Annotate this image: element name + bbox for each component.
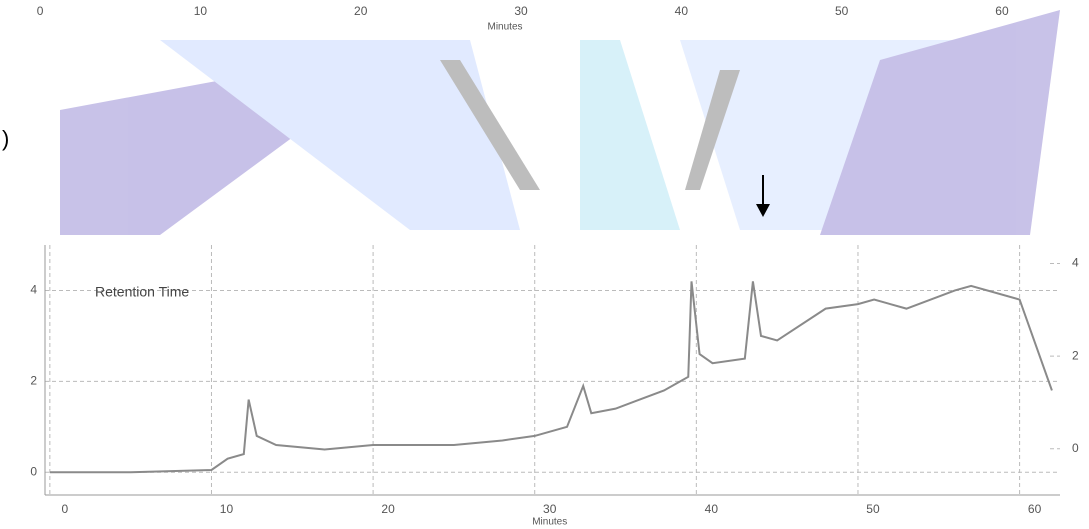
- y-tick-label: 2: [30, 374, 37, 388]
- x-axis-label: Minutes: [487, 22, 522, 33]
- watermark: [60, 10, 1060, 235]
- chart-panel: [15, 240, 1075, 529]
- x-tick-label: 10: [220, 502, 234, 516]
- y2-tick-label: 2: [1072, 348, 1079, 362]
- x-tick-label: 0: [37, 4, 44, 18]
- y2-tick-label: 4: [1072, 256, 1079, 270]
- x-tick-label: 50: [866, 502, 880, 516]
- y-tick-label: 4: [30, 283, 37, 297]
- y2-tick-label: 0: [1072, 441, 1079, 455]
- fragment-text: ): [2, 126, 9, 151]
- annotation: Retention Time: [95, 284, 189, 300]
- x-tick-label: 60: [995, 4, 1009, 18]
- x-tick-label: 30: [514, 4, 528, 18]
- x-tick-label: 40: [705, 502, 719, 516]
- y-tick-label: 0: [30, 464, 37, 478]
- x-tick-label: 30: [543, 502, 557, 516]
- x-tick-label: 20: [381, 502, 395, 516]
- x-tick-label: 0: [62, 502, 69, 516]
- x-tick-label: 60: [1028, 502, 1042, 516]
- arrow: [756, 175, 770, 217]
- x-tick-label: 50: [835, 4, 849, 18]
- data-line: [49, 281, 1053, 474]
- x-tick-label: 20: [354, 4, 368, 18]
- x-tick-label: 40: [675, 4, 689, 18]
- x-axis-label: Minutes: [532, 517, 567, 528]
- x-tick-label: 10: [194, 4, 208, 18]
